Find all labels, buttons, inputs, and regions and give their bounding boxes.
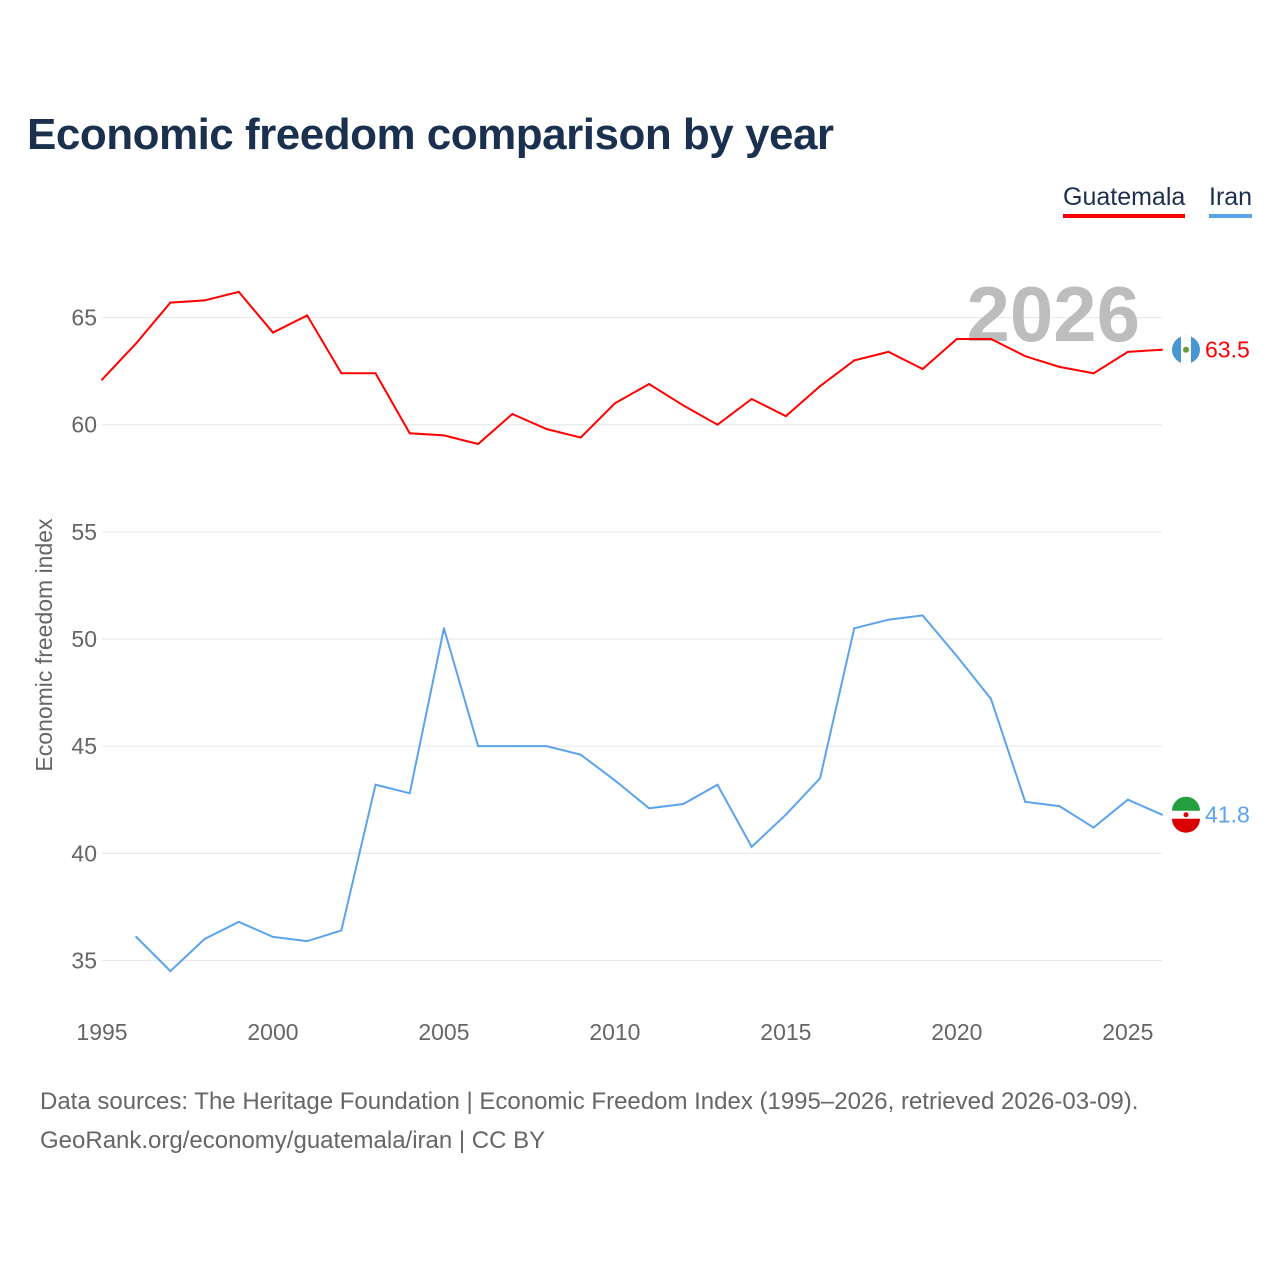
y-tick-label: 65 <box>71 305 97 331</box>
data-point-iran <box>579 753 582 756</box>
data-point-guatemala <box>990 338 993 340</box>
data-point-guatemala <box>545 428 548 430</box>
data-point-guatemala <box>306 314 309 317</box>
data-point-iran <box>1024 800 1027 803</box>
x-tick-label: 2025 <box>1102 1019 1153 1045</box>
data-point-iran <box>1161 813 1163 816</box>
data-point-guatemala <box>1126 350 1129 353</box>
data-point-iran <box>442 627 445 630</box>
data-point-iran <box>374 783 377 786</box>
data-point-iran <box>853 627 856 630</box>
data-point-guatemala <box>955 338 958 340</box>
data-point-guatemala <box>1161 348 1163 351</box>
end-label-guatemala: 63.5 <box>1205 337 1250 363</box>
y-axis-label: Economic freedom index <box>31 518 57 772</box>
data-point-guatemala <box>750 398 753 400</box>
data-point-guatemala <box>682 404 685 407</box>
data-point-iran <box>990 698 993 700</box>
data-point-iran <box>1058 805 1061 808</box>
x-tick-label: 2015 <box>760 1019 811 1045</box>
y-tick-label: 60 <box>71 412 97 438</box>
chart-title: Economic freedom comparison by year <box>27 110 834 159</box>
y-tick-label: 40 <box>71 840 97 866</box>
x-tick-label: 2010 <box>589 1019 640 1045</box>
data-point-iran <box>921 614 924 617</box>
data-point-iran <box>750 845 753 848</box>
data-point-guatemala <box>887 350 890 353</box>
data-point-iran <box>169 970 172 973</box>
data-point-guatemala <box>1024 355 1027 358</box>
data-point-guatemala <box>1092 372 1095 375</box>
data-point-guatemala <box>442 434 445 437</box>
data-point-guatemala <box>340 372 343 375</box>
x-tick-label: 2020 <box>931 1019 982 1045</box>
iran-flag-icon <box>1172 796 1200 811</box>
data-point-iran <box>648 807 651 810</box>
y-tick-label: 50 <box>71 626 97 652</box>
year-overlay: 2026 <box>966 270 1140 358</box>
data-point-iran <box>135 935 138 938</box>
data-point-iran <box>887 618 890 621</box>
data-point-guatemala <box>579 436 582 439</box>
x-tick-label: 1995 <box>76 1019 127 1045</box>
data-point-guatemala <box>511 413 514 415</box>
data-point-guatemala <box>169 301 172 304</box>
data-point-guatemala <box>237 290 240 293</box>
data-point-iran <box>1126 798 1129 801</box>
data-point-iran <box>819 777 822 780</box>
data-point-guatemala <box>613 402 616 405</box>
end-label-iran: 41.8 <box>1205 802 1250 828</box>
data-point-guatemala <box>374 372 377 375</box>
series-line-iran <box>135 614 1163 973</box>
data-point-guatemala <box>1058 365 1061 368</box>
data-point-guatemala <box>716 423 719 426</box>
data-point-guatemala <box>648 383 651 385</box>
data-point-iran <box>682 803 685 805</box>
data-point-iran <box>340 929 343 932</box>
data-point-guatemala <box>203 299 206 302</box>
data-point-iran <box>545 745 548 748</box>
data-point-iran <box>203 938 206 940</box>
y-tick-label: 35 <box>71 947 97 973</box>
data-point-iran <box>613 779 616 782</box>
data-point-guatemala <box>477 443 480 445</box>
iran-flag-icon <box>1172 818 1200 833</box>
legend-iran[interactable]: Iran <box>1209 183 1253 218</box>
data-point-guatemala <box>135 342 138 345</box>
data-point-iran <box>955 655 958 658</box>
x-tick-label: 2005 <box>418 1019 469 1045</box>
x-tick-label: 2000 <box>247 1019 298 1045</box>
y-tick-label: 55 <box>71 519 97 545</box>
data-point-iran <box>511 745 514 748</box>
y-tick-label: 45 <box>71 733 97 759</box>
data-point-guatemala <box>784 415 787 418</box>
data-point-guatemala <box>819 385 822 388</box>
data-point-iran <box>237 920 240 923</box>
guatemala-flag-icon <box>1183 346 1189 353</box>
legend-guatemala[interactable]: Guatemala <box>1063 183 1186 218</box>
iran-flag-icon <box>1183 812 1189 818</box>
data-point-guatemala <box>101 378 103 381</box>
data-point-iran <box>716 783 719 786</box>
data-point-iran <box>271 935 274 938</box>
data-point-guatemala <box>853 359 856 362</box>
data-point-guatemala <box>408 432 411 435</box>
data-point-iran <box>1092 826 1095 829</box>
data-point-guatemala <box>921 368 924 370</box>
footer-credit: GeoRank.org/economy/guatemala/iran | CC … <box>40 1127 546 1154</box>
data-point-iran <box>408 792 411 795</box>
data-point-iran <box>784 813 787 816</box>
footer-sources: Data sources: The Heritage Foundation | … <box>40 1088 1139 1115</box>
series-line-guatemala <box>101 290 1163 446</box>
data-point-iran <box>306 940 309 943</box>
data-point-guatemala <box>271 331 274 334</box>
data-point-iran <box>477 745 480 748</box>
